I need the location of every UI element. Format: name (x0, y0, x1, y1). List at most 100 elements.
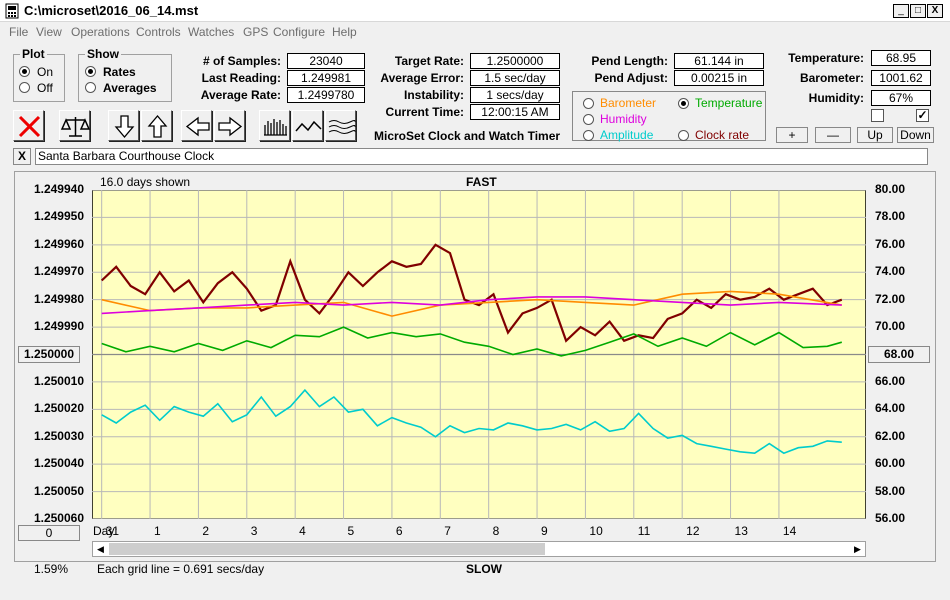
left-axis-tick: 1.250040 (33, 456, 84, 471)
barometer-option: Barometer (600, 96, 657, 110)
average-error-field: 1.5 sec/day (470, 70, 560, 86)
scroll-right-icon[interactable]: ▶ (854, 544, 861, 554)
offset-button[interactable]: 0 (18, 525, 80, 541)
day-tick: 1 (154, 524, 161, 538)
day-tick: 6 (395, 524, 403, 538)
menu-operations[interactable]: Operations (71, 25, 130, 39)
plus-button[interactable]: + (776, 127, 808, 143)
pend-adjust-field: 0.00215 in (674, 70, 764, 86)
amplitude-option: Amplitude (600, 128, 654, 142)
fast-label: FAST (466, 175, 497, 189)
minus-button[interactable]: — (815, 127, 851, 143)
histogram-button[interactable] (259, 110, 290, 141)
menu-help[interactable]: Help (332, 25, 357, 39)
arrow-down-button[interactable] (108, 110, 139, 141)
series-amplitude (101, 388, 842, 455)
zoom-readout: 1.59% (34, 562, 69, 576)
title-bar: C:\microset\2016_06_14.mst _ □ X (0, 0, 950, 22)
right-axis-tick: 72.00 (875, 291, 906, 306)
plot-off-radio[interactable] (19, 82, 30, 93)
line-plot-button[interactable] (292, 110, 323, 141)
left-axis-tick: 1.250010 (33, 373, 84, 388)
day-tick: 7 (444, 524, 451, 538)
current-time-field: 12:00:15 AM (470, 104, 560, 120)
x-icon (18, 115, 41, 138)
temperature-radio[interactable] (678, 98, 689, 109)
left-axis-tick: 1.250050 (33, 483, 84, 498)
left-checkbox[interactable] (871, 109, 884, 122)
clock-rate-option: Clock rate (695, 128, 750, 142)
menu-configure[interactable]: Configure (273, 25, 326, 39)
menu-file[interactable]: File (9, 25, 29, 39)
minimize-button[interactable]: _ (893, 4, 909, 18)
average-error-label: Average Error: (380, 71, 464, 85)
center-temp-button[interactable]: 68.00 (868, 346, 930, 363)
show-rates-label: Rates (103, 65, 136, 79)
arrow-right-button[interactable] (214, 110, 245, 141)
instability-label: Instability: (403, 88, 464, 102)
samples-field: 23040 (287, 53, 365, 69)
day-tick: 8 (492, 524, 500, 538)
left-axis-tick: 1.249990 (33, 319, 84, 334)
right-axis-tick: 60.00 (875, 456, 906, 471)
center-rate-button[interactable]: 1.250000 (18, 346, 80, 363)
stop-button[interactable] (13, 110, 44, 141)
maximize-button[interactable]: □ (910, 4, 926, 18)
plot-on-radio[interactable] (19, 66, 30, 77)
show-averages-label: Averages (103, 81, 157, 95)
grid-note-label: Each grid line = 0.691 secs/day (97, 562, 265, 576)
menu-gps[interactable]: GPS (243, 25, 269, 39)
left-axis-tick: 1.249940 (33, 182, 84, 196)
left-axis-tick: 1.250030 (33, 428, 84, 443)
barometer-field: 1001.62 (871, 70, 931, 86)
arrow-left-button[interactable] (181, 110, 212, 141)
balance-button[interactable] (59, 110, 91, 141)
left-axis-tick: 1.249980 (33, 291, 84, 306)
pend-length-field[interactable]: 61.144 in (674, 53, 764, 69)
day-tick: 3 (250, 524, 258, 538)
right-checkbox[interactable]: ✓ (916, 108, 929, 122)
show-rates-radio[interactable] (85, 66, 96, 77)
arrow-down-icon (114, 115, 135, 139)
scroll-left-icon[interactable]: ◀ (97, 544, 104, 554)
up-button[interactable]: Up (857, 127, 893, 143)
barometer-radio[interactable] (583, 98, 594, 109)
right-axis-tick: 78.00 (875, 209, 906, 224)
day-tick: 4 (299, 524, 306, 538)
humidity-radio[interactable] (583, 114, 594, 125)
horizontal-scrollbar[interactable]: ◀ ▶ (92, 541, 866, 557)
show-group: Show Rates Averages (78, 47, 172, 102)
samples-label: # of Samples: (202, 54, 281, 68)
temperature-field: 68.95 (871, 50, 931, 66)
left-axis-tick: 1.250020 (33, 401, 84, 416)
temperature-option: Temperature (695, 96, 763, 110)
humidity-label: Humidity: (808, 91, 864, 105)
clock-name-close-button[interactable]: X (13, 148, 31, 165)
down-button[interactable]: Down (897, 127, 934, 143)
close-button[interactable]: X (927, 4, 943, 18)
amplitude-radio[interactable] (583, 130, 594, 141)
clock-rate-radio[interactable] (678, 130, 689, 141)
scale-icon (60, 117, 91, 137)
menu-watches[interactable]: Watches (188, 25, 235, 39)
rate-plot (92, 190, 866, 519)
clock-name-input[interactable]: Santa Barbara Courthouse Clock (35, 148, 928, 165)
series-clock-rate (100, 243, 843, 343)
pend-adjust-label: Pend Adjust: (594, 71, 668, 85)
scroll-thumb[interactable] (109, 543, 545, 555)
multi-wave-icon (328, 120, 356, 134)
sensor-select-box: Barometer Temperature Humidity Amplitude… (572, 91, 766, 142)
right-axis-tick: 70.00 (875, 319, 906, 334)
multi-plot-button[interactable] (325, 110, 356, 141)
series-humidity (101, 296, 842, 315)
day-tick: 9 (541, 524, 548, 538)
menu-controls[interactable]: Controls (136, 25, 181, 39)
target-rate-field[interactable]: 1.2500000 (470, 53, 560, 69)
show-averages-radio[interactable] (85, 82, 96, 93)
temperature-label: Temperature: (788, 51, 864, 65)
menu-view[interactable]: View (36, 25, 62, 39)
right-axis-tick: 74.00 (875, 264, 906, 279)
histogram-icon (264, 119, 287, 136)
arrow-up-button[interactable] (141, 110, 172, 141)
barometer-label: Barometer: (799, 71, 864, 85)
